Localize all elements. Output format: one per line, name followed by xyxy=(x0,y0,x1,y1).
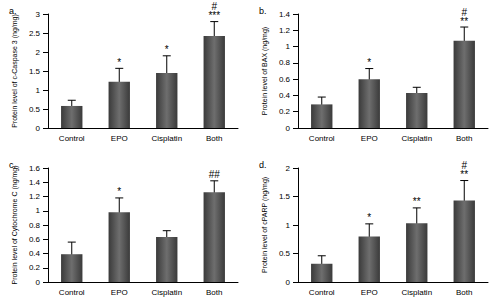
svg-text:a.: a. xyxy=(9,6,17,16)
svg-text:1.6: 1.6 xyxy=(29,164,41,173)
svg-text:*: * xyxy=(367,57,371,68)
svg-text:1.4: 1.4 xyxy=(279,10,291,19)
svg-text:#: # xyxy=(461,7,467,18)
svg-text:0.5: 0.5 xyxy=(279,249,291,258)
svg-text:1.4: 1.4 xyxy=(29,178,41,187)
svg-text:2.5: 2.5 xyxy=(29,29,41,38)
svg-text:#: # xyxy=(461,160,467,171)
svg-text:0.2: 0.2 xyxy=(279,107,291,116)
svg-text:Cisplatin: Cisplatin xyxy=(401,134,432,143)
svg-text:Both: Both xyxy=(456,288,472,297)
svg-text:Protein level of BAX (ng/mg): Protein level of BAX (ng/mg) xyxy=(261,27,269,115)
svg-text:0: 0 xyxy=(36,124,41,133)
svg-text:b.: b. xyxy=(259,6,267,16)
svg-text:0: 0 xyxy=(36,278,41,287)
svg-text:Both: Both xyxy=(206,288,222,297)
svg-text:1: 1 xyxy=(36,206,41,215)
svg-text:0: 0 xyxy=(286,124,291,133)
svg-text:Protein level of cPARP (ng/mg): Protein level of cPARP (ng/mg) xyxy=(261,177,269,273)
svg-text:1: 1 xyxy=(286,221,291,230)
svg-text:Both: Both xyxy=(206,134,222,143)
svg-text:*: * xyxy=(165,44,169,55)
svg-text:1.5: 1.5 xyxy=(279,192,291,201)
svg-text:*: * xyxy=(367,212,371,223)
svg-text:Control: Control xyxy=(59,288,85,297)
svg-text:1.2: 1.2 xyxy=(29,192,41,201)
svg-text:1: 1 xyxy=(286,42,291,51)
svg-text:Protein level of Cytochrome C: Protein level of Cytochrome C (ng/mg) xyxy=(11,165,19,284)
svg-text:Cisplatin: Cisplatin xyxy=(151,288,182,297)
svg-text:0.8: 0.8 xyxy=(29,221,41,230)
svg-text:1: 1 xyxy=(36,86,41,95)
svg-text:Control: Control xyxy=(309,134,335,143)
svg-text:Protein level of c-Caspase 3 (: Protein level of c-Caspase 3 (ng/mg) xyxy=(11,14,19,128)
svg-text:0.6: 0.6 xyxy=(279,75,291,84)
svg-text:Both: Both xyxy=(456,134,472,143)
svg-text:EPO: EPO xyxy=(111,134,128,143)
svg-text:Control: Control xyxy=(309,288,335,297)
svg-text:0.4: 0.4 xyxy=(279,91,291,100)
svg-text:EPO: EPO xyxy=(111,288,128,297)
svg-text:**: ** xyxy=(413,196,421,207)
svg-text:Cisplatin: Cisplatin xyxy=(401,288,432,297)
svg-text:0.5: 0.5 xyxy=(29,105,41,114)
svg-text:Cisplatin: Cisplatin xyxy=(151,134,182,143)
svg-text:EPO: EPO xyxy=(361,288,378,297)
svg-text:0: 0 xyxy=(286,278,291,287)
svg-text:0.8: 0.8 xyxy=(279,58,291,67)
svg-text:*: * xyxy=(117,57,121,68)
svg-text:0.2: 0.2 xyxy=(29,263,41,272)
svg-text:Control: Control xyxy=(59,134,85,143)
svg-text:2: 2 xyxy=(36,48,41,57)
svg-text:0.6: 0.6 xyxy=(29,235,41,244)
svg-text:1.2: 1.2 xyxy=(279,26,291,35)
svg-text:0.4: 0.4 xyxy=(29,249,41,258)
svg-text:c.: c. xyxy=(9,160,16,170)
svg-text:d.: d. xyxy=(259,160,267,170)
svg-text:#: # xyxy=(211,1,217,12)
svg-text:EPO: EPO xyxy=(361,134,378,143)
svg-text:*: * xyxy=(117,186,121,197)
svg-text:##: ## xyxy=(209,169,221,180)
svg-text:3: 3 xyxy=(36,10,41,19)
svg-text:2: 2 xyxy=(286,164,291,173)
svg-text:1.5: 1.5 xyxy=(29,67,41,76)
